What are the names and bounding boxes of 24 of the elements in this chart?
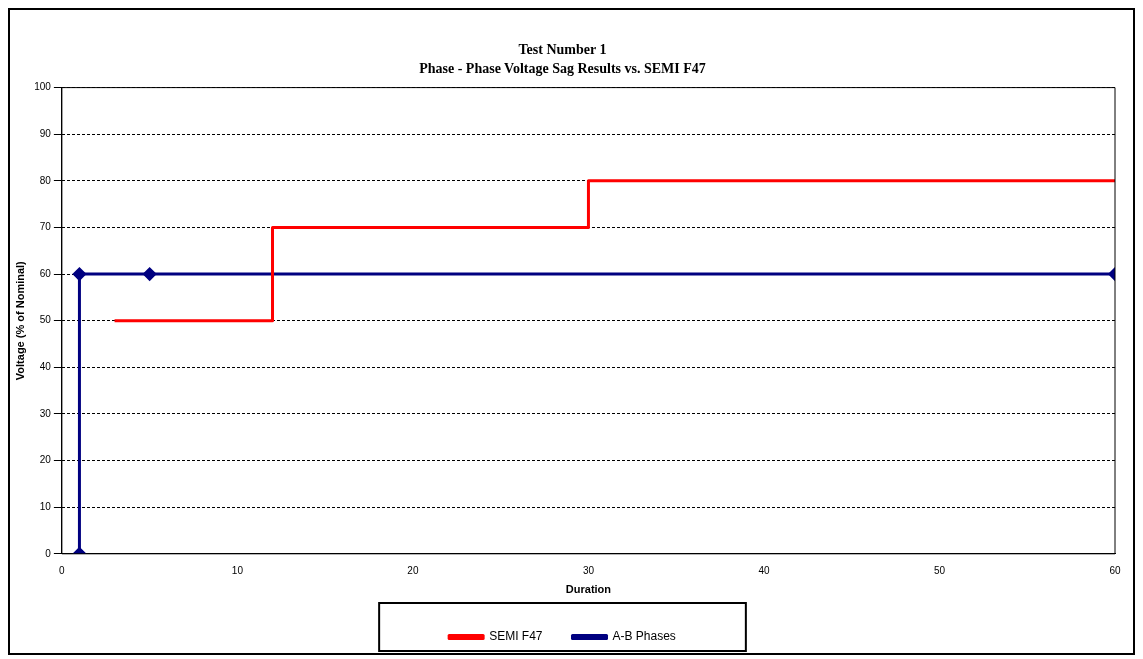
y-tick-label: 20 xyxy=(39,454,52,466)
x-tick-label: 40 xyxy=(758,564,770,576)
y-tick-label: 80 xyxy=(39,174,52,186)
y-tick-label: 0 xyxy=(45,547,52,559)
y-axis-title: Voltage (% of Nominal) xyxy=(13,260,26,381)
chart-title: Test Number 1 xyxy=(518,42,607,58)
x-tick-label: 60 xyxy=(1109,564,1121,576)
chart-subtitle: Phase - Phase Voltage Sag Results vs. SEMI F47 xyxy=(419,60,706,76)
x-tick-label: 30 xyxy=(582,564,595,576)
x-tick-label: 20 xyxy=(407,564,419,576)
y-tick-label: 100 xyxy=(34,81,52,93)
y-tick-label: 50 xyxy=(39,314,52,326)
legend-label: SEMI F47 xyxy=(489,629,543,644)
legend-label: A-B Phases xyxy=(612,629,676,644)
y-tick-label: 40 xyxy=(39,361,52,373)
x-axis-title: Duration xyxy=(565,583,612,596)
x-tick-label: 0 xyxy=(59,564,66,576)
y-tick-label: 70 xyxy=(39,221,52,233)
y-tick-label: 60 xyxy=(39,267,52,279)
y-tick-label: 30 xyxy=(39,407,52,419)
y-tick-label: 90 xyxy=(39,127,52,139)
y-tick-label: 10 xyxy=(39,500,52,512)
x-tick-label: 10 xyxy=(231,564,244,576)
x-tick-label: 50 xyxy=(933,564,946,576)
